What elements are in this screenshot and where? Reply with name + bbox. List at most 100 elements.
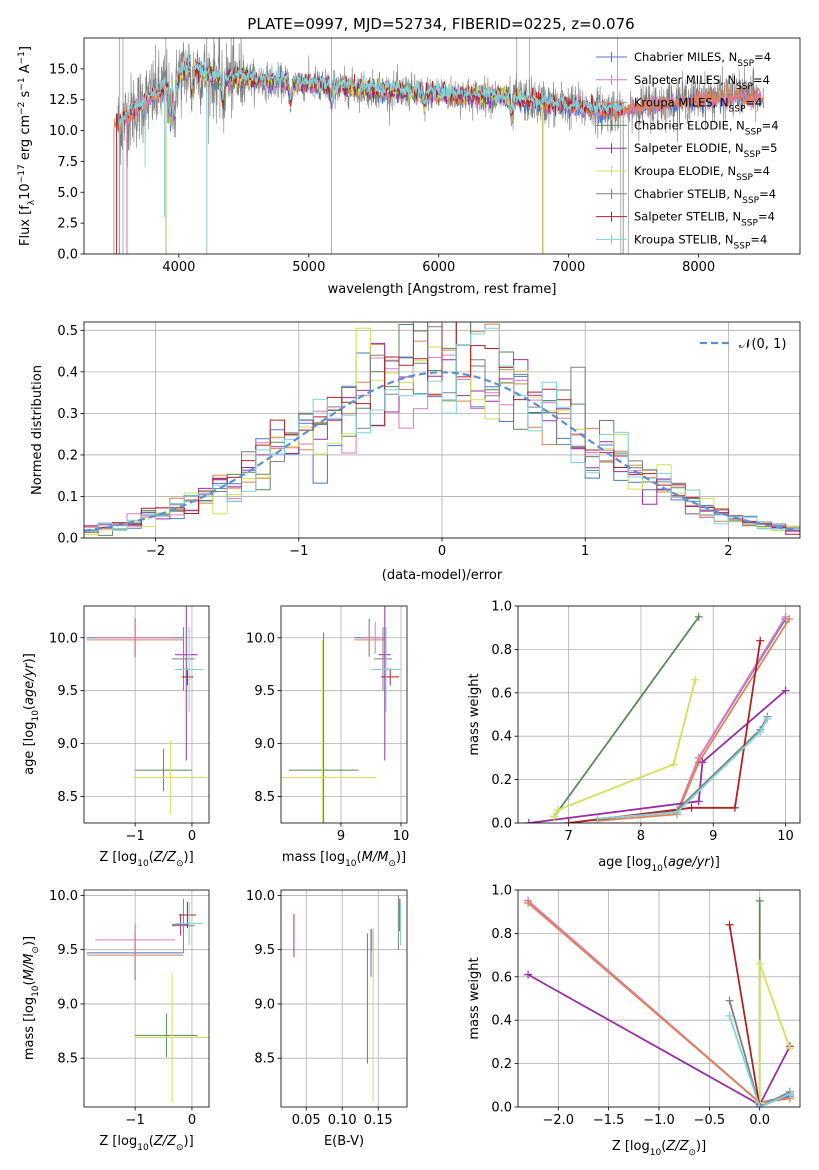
- series-line-kroupa-stelib: [728, 1015, 791, 1107]
- axes-frame: [83, 605, 210, 824]
- series-marker-kroupa-elodie: [755, 959, 764, 968]
- y-tick-label: 0.6: [491, 970, 512, 985]
- legend-label-chabrier-miles: Chabrier MILES, NSSP=4: [634, 50, 771, 69]
- x-tick-label: 8: [637, 829, 645, 844]
- series-marker-kroupa-elodie: [785, 1044, 794, 1053]
- axes-frame: [83, 37, 801, 255]
- model-spectrum-kroupa-stelib: [118, 50, 624, 254]
- series-marker-kroupa-stelib: [725, 1011, 734, 1020]
- y-tick-label: 7.5: [57, 155, 78, 170]
- y-tick-label: 8.5: [57, 790, 78, 805]
- legend-label-chabrier-elodie: Chabrier ELODIE, NSSP=4: [634, 118, 779, 137]
- x-axis-label: Z [log10(Z/Z⊙)]: [612, 1139, 706, 1158]
- y-tick-label: 10.0: [49, 889, 78, 904]
- series-line-salpeter-stelib: [568, 640, 762, 823]
- legend-label-kroupa-miles: Kroupa MILES, NSSP=4: [634, 96, 762, 115]
- x-tick-label: 0: [188, 829, 196, 844]
- x-tick-label: −2: [146, 544, 165, 559]
- normal-distribution-curve: [84, 371, 798, 532]
- x-axis-label: wavelength [Angstrom, rest frame]: [328, 282, 557, 297]
- x-tick-label: 9: [709, 829, 717, 844]
- y-tick-label: 1.0: [491, 600, 512, 615]
- y-tick-label: 0.3: [57, 407, 78, 422]
- series-marker-salpeter-stelib: [725, 920, 734, 929]
- y-axis-label: age [log10(age/yr)]: [22, 653, 41, 775]
- legend-label-salpeter-stelib: Salpeter STELIB, NSSP=4: [634, 210, 775, 229]
- x-tick-label: 4000: [162, 260, 195, 275]
- x-tick-label: 0.05: [292, 1113, 321, 1128]
- series-marker-salpeter-elodie: [524, 970, 533, 979]
- y-tick-label: 9.0: [57, 997, 78, 1012]
- series-marker-kroupa-stelib: [763, 714, 772, 723]
- x-axis-label: E(B-V): [324, 1134, 364, 1149]
- histogram-kroupa-stelib: [84, 327, 800, 532]
- figure-title: PLATE=0997, MJD=52734, FIBERID=0225, z=0…: [247, 15, 634, 33]
- series-marker-salpeter-stelib: [756, 636, 765, 645]
- series-marker-kroupa-stelib: [756, 727, 765, 736]
- legend-label-salpeter-miles: Salpeter MILES, NSSP=4: [634, 73, 770, 92]
- x-tick-label: 7000: [552, 260, 585, 275]
- mass-vs-ebv-panel: 0.05 0.10 0.15 8.5 9.0 9.5 10.0 E(B-V): [246, 889, 408, 1149]
- series-line-chabrier-stelib: [728, 1000, 791, 1107]
- y-axis-label: Flux [fλ10−17 erg cm−2 s−1 A−1]: [17, 46, 37, 246]
- x-axis-label: age [log10(age/yr)]: [598, 855, 720, 874]
- age-vs-mass-panel: 9 10 8.5 9.0 9.5 10.0 mass [log10(M/M⊙)]: [246, 605, 409, 869]
- spectrum-panel: 4000 5000 6000 7000 8000 0.0 2.5 5.0 7.5 10.0 12.5…: [17, 37, 801, 297]
- legend-label-kroupa-stelib: Kroupa STELIB, NSSP=4: [634, 232, 767, 251]
- legend: Chabrier MILES, NSSP=4 Salpeter MILES, NS…: [596, 50, 779, 251]
- x-tick-label: −1: [126, 1113, 145, 1128]
- x-tick-label: 5000: [292, 260, 325, 275]
- axes-frame: [83, 889, 210, 1108]
- y-tick-label: 12.5: [49, 93, 78, 108]
- y-tick-label: 9.0: [254, 737, 275, 752]
- y-tick-label: 10.0: [246, 631, 275, 646]
- series-marker-salpeter-stelib: [687, 803, 696, 812]
- series-marker-chabrier-stelib: [725, 996, 734, 1005]
- series-marker-salpeter-elodie: [694, 797, 703, 806]
- y-tick-label: 0.5: [57, 324, 78, 339]
- mass-weight-vs-metallicity-panel: −2.0 −1.5 −1.0 −0.5 0.0 0.0 0.2 0.4 0.6 0.8 1.0 Z […: [467, 884, 801, 1158]
- plot-area: [86, 606, 208, 815]
- series-marker-kroupa-elodie: [669, 760, 678, 769]
- series-marker-salpeter-elodie: [524, 819, 533, 823]
- x-tick-label: −2.0: [542, 1113, 574, 1128]
- y-tick-label: 0.4: [491, 730, 512, 745]
- x-tick-label: 2: [724, 544, 732, 559]
- x-tick-label: 0.15: [364, 1113, 393, 1128]
- y-tick-label: 0.2: [57, 448, 78, 463]
- y-tick-label: 9.5: [254, 943, 275, 958]
- x-axis-label: (data-model)/error: [382, 568, 503, 583]
- series-marker-kroupa-stelib: [785, 1089, 794, 1098]
- y-tick-label: 0.0: [57, 532, 78, 547]
- y-tick-label: 0.0: [491, 1101, 512, 1116]
- series-line-kroupa-elodie: [758, 963, 791, 1103]
- y-tick-label: 8.5: [254, 790, 275, 805]
- x-tick-label: 8000: [682, 260, 715, 275]
- y-tick-label: 5.0: [57, 186, 78, 201]
- legend-label-normal: 𝒩(0, 1): [739, 337, 786, 352]
- y-tick-label: 0.6: [491, 686, 512, 701]
- x-tick-label: −1: [289, 544, 308, 559]
- legend-label-chabrier-stelib: Chabrier STELIB, NSSP=4: [634, 187, 776, 206]
- residual-histogram-panel: −2 −1 0 1 2 0.0 0.1 0.2 0.3 0.4 0.5 𝒩(0, 1) (data-mo…: [30, 321, 801, 583]
- x-tick-label: −0.5: [694, 1113, 726, 1128]
- y-tick-label: 15.0: [49, 62, 78, 77]
- y-tick-label: 0.4: [57, 365, 78, 380]
- x-tick-label: −1.0: [643, 1113, 675, 1128]
- x-tick-label: 9: [337, 829, 345, 844]
- x-axis-label: Z [log10(Z/Z⊙)]: [99, 850, 193, 869]
- axes-frame: [517, 605, 801, 824]
- x-tick-label: 0.0: [749, 1113, 770, 1128]
- x-tick-label: 6000: [422, 260, 455, 275]
- series-marker-kroupa-stelib: [673, 808, 682, 817]
- x-tick-label: 1: [581, 544, 589, 559]
- x-tick-label: 10: [777, 829, 794, 844]
- y-tick-label: 10.0: [246, 889, 275, 904]
- plot-area: [86, 898, 209, 1103]
- y-axis-label: mass weight: [467, 673, 482, 755]
- y-tick-label: 0.8: [491, 927, 512, 942]
- y-tick-label: 10.0: [49, 631, 78, 646]
- x-tick-label: −1.5: [593, 1113, 625, 1128]
- series-marker-kroupa-elodie: [553, 805, 562, 814]
- y-tick-label: 0.2: [491, 1057, 512, 1072]
